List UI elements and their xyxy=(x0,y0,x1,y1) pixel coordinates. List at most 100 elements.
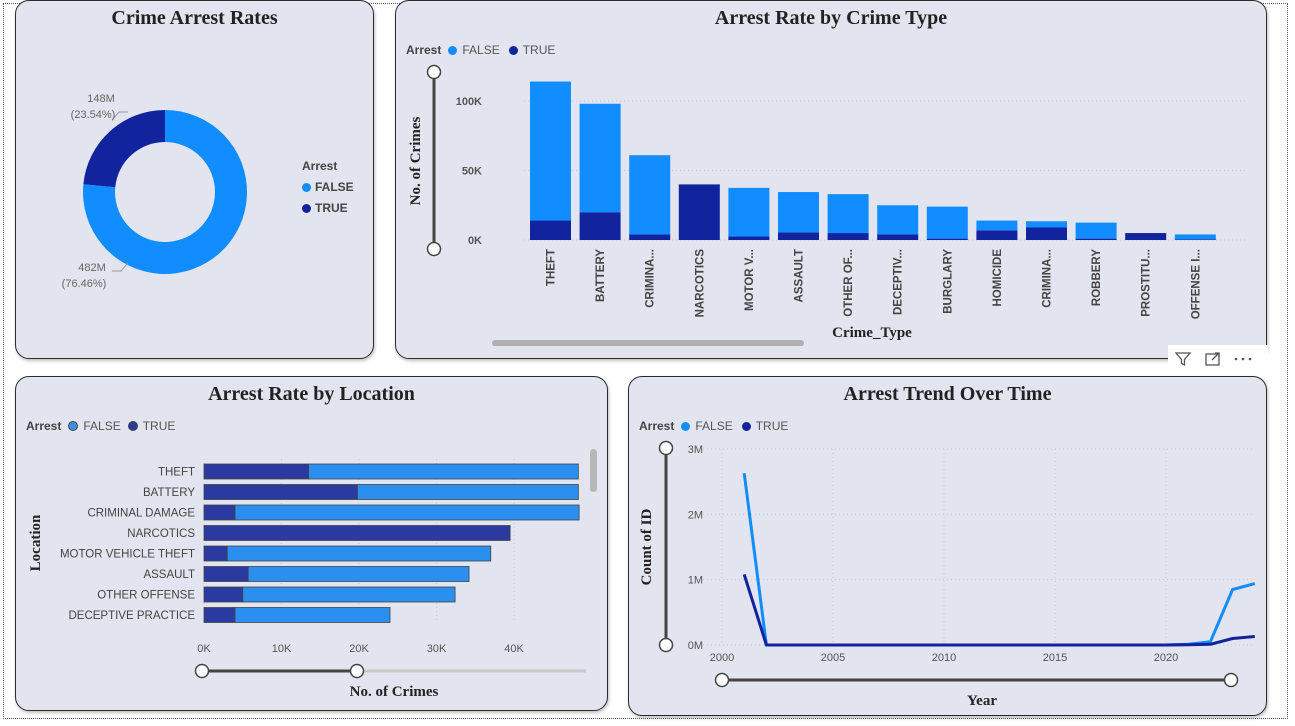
y-tick-label: MOTOR VEHICLE THEFT xyxy=(60,549,195,561)
bar-true[interactable] xyxy=(579,212,621,240)
y-tick-label: BATTERY xyxy=(143,487,195,499)
donut-chart[interactable]: 148M (23.54%) 482M (76.46%) xyxy=(16,1,374,359)
bar-true[interactable] xyxy=(877,234,919,240)
horizontal-scrollbar[interactable] xyxy=(492,340,804,346)
bar-false[interactable] xyxy=(877,205,919,235)
bar-true[interactable] xyxy=(678,184,720,240)
bar-false[interactable] xyxy=(357,484,579,500)
bar-false[interactable] xyxy=(308,463,579,480)
bar-true[interactable] xyxy=(530,220,571,240)
bar-true[interactable] xyxy=(976,230,1018,240)
bar-false[interactable] xyxy=(778,192,819,233)
donut-slice-true[interactable] xyxy=(83,110,165,188)
x-range-slider-handle-left[interactable] xyxy=(194,663,210,679)
x-tick-label: ASSAULT xyxy=(794,249,806,302)
trend-legend-true[interactable]: TRUE xyxy=(755,419,789,433)
y-range-slider-handle-bottom[interactable] xyxy=(426,241,442,257)
bar-true[interactable] xyxy=(827,233,869,240)
crime-type-chart[interactable]: 0K 50K 100K No. of Crimes THEFT BATTERY CRIMIN… xyxy=(396,1,1267,359)
x-range-slider-handle-left[interactable] xyxy=(714,672,730,688)
bar-true[interactable] xyxy=(203,545,228,562)
bar-true[interactable] xyxy=(728,236,770,240)
bar-true[interactable] xyxy=(1026,227,1067,240)
location-chart[interactable]: 0K 10K 20K 30K 40K THEFT BATTERY CRIMINAL DAMAG… xyxy=(16,377,608,711)
y-tick-label: 2M xyxy=(688,509,703,521)
bar-true[interactable] xyxy=(203,525,511,541)
y-tick-label: 3M xyxy=(688,444,703,456)
more-options-icon[interactable] xyxy=(1230,346,1256,372)
bar-false[interactable] xyxy=(629,155,671,235)
y-tick-label: 0M xyxy=(688,640,703,652)
bar-false[interactable] xyxy=(579,103,621,213)
bar-false[interactable] xyxy=(242,586,456,603)
x-range-slider-handle-right[interactable] xyxy=(349,663,365,679)
crime-type-legend-false[interactable]: FALSE xyxy=(462,43,500,57)
bar-true[interactable] xyxy=(926,238,968,240)
bar-true[interactable] xyxy=(203,463,310,480)
location-card[interactable]: Arrest Rate by Location Arrest FALSE TRU… xyxy=(15,376,608,711)
bar-false[interactable] xyxy=(1026,221,1067,228)
bar-false[interactable] xyxy=(1174,234,1216,240)
filter-icon[interactable] xyxy=(1170,346,1196,372)
bar-false[interactable] xyxy=(226,545,492,562)
bar-false[interactable] xyxy=(247,566,470,582)
bar-true[interactable] xyxy=(203,607,236,623)
bar-true[interactable] xyxy=(1075,238,1117,240)
x-tick-label: 2020 xyxy=(1154,652,1178,664)
x-tick-label: NARCOTICS xyxy=(694,249,706,318)
bar-true[interactable] xyxy=(1125,233,1167,240)
location-legend-false[interactable]: FALSE xyxy=(83,419,121,433)
donut-legend-false[interactable]: FALSE xyxy=(302,180,354,194)
bar-true[interactable] xyxy=(203,504,236,521)
bar-false[interactable] xyxy=(827,194,869,234)
trend-line-false[interactable] xyxy=(742,473,1256,647)
donut-card[interactable]: Crime Arrest Rates 148M (23.54%) 482M (76.4… xyxy=(15,0,374,359)
crime-type-legend-title: Arrest xyxy=(406,43,442,57)
bar-true[interactable] xyxy=(778,232,819,240)
focus-mode-icon[interactable] xyxy=(1200,346,1226,372)
bar-false[interactable] xyxy=(728,187,770,237)
donut-legend-true[interactable]: TRUE xyxy=(302,201,348,215)
bar-false[interactable] xyxy=(234,504,580,521)
y-range-slider-handle-top[interactable] xyxy=(658,440,674,456)
y-range-slider-handle-top[interactable] xyxy=(426,64,442,80)
crime-type-title: Arrest Rate by Crime Type xyxy=(714,7,948,29)
bar-true[interactable] xyxy=(1174,239,1216,240)
x-tick-label: 2000 xyxy=(710,652,734,664)
vertical-scrollbar[interactable] xyxy=(590,449,597,492)
location-title: Arrest Rate by Location xyxy=(208,383,415,405)
location-legend-true[interactable]: TRUE xyxy=(142,419,176,433)
trend-chart[interactable]: 0M 1M 2M 3M 2000 2005 2010 2015 2020 Count of ID Y… xyxy=(629,377,1267,716)
x-tick-label: 2005 xyxy=(821,652,845,664)
y-tick-label: 50K xyxy=(462,166,482,178)
donut-legend-false-label: FALSE xyxy=(315,180,354,194)
bar-false[interactable] xyxy=(926,206,968,239)
bar-false[interactable] xyxy=(530,81,571,221)
crime-type-legend-true[interactable]: TRUE xyxy=(522,43,556,57)
false-swatch xyxy=(302,182,311,192)
bar-true[interactable] xyxy=(629,234,671,240)
x-range-slider-handle-right[interactable] xyxy=(1223,672,1239,688)
trend-line-true[interactable] xyxy=(742,573,1255,647)
crime-type-card[interactable]: Arrest Rate by Crime Type Arrest FALSE T… xyxy=(395,0,1267,359)
bar-true[interactable] xyxy=(203,566,249,582)
trend-card[interactable]: Arrest Trend Over Time Arrest FALSE TRUE… xyxy=(628,376,1267,716)
x-tick-label: 2010 xyxy=(932,652,956,664)
bar-true[interactable] xyxy=(203,586,244,603)
donut-label-false-value: 482M xyxy=(78,262,106,274)
bar-false[interactable] xyxy=(234,607,391,623)
bar-false[interactable] xyxy=(976,220,1018,231)
bar-true[interactable] xyxy=(203,484,358,500)
crime-type-legend: Arrest FALSE TRUE xyxy=(406,43,555,57)
y-tick-label: NARCOTICS xyxy=(127,528,195,540)
y-axis-title: Location xyxy=(28,514,44,571)
donut-slice-false[interactable] xyxy=(82,110,248,274)
trend-legend-false[interactable]: FALSE xyxy=(695,419,733,433)
y-tick-label: THEFT xyxy=(158,467,195,479)
bar-false[interactable] xyxy=(1075,222,1117,239)
y-tick-label: 100K xyxy=(456,96,482,108)
x-tick-label: BURGLARY xyxy=(942,249,954,314)
y-range-slider-handle-bottom[interactable] xyxy=(658,637,674,653)
x-tick-label: HOMICIDE xyxy=(992,249,1004,307)
true-swatch xyxy=(741,421,751,431)
